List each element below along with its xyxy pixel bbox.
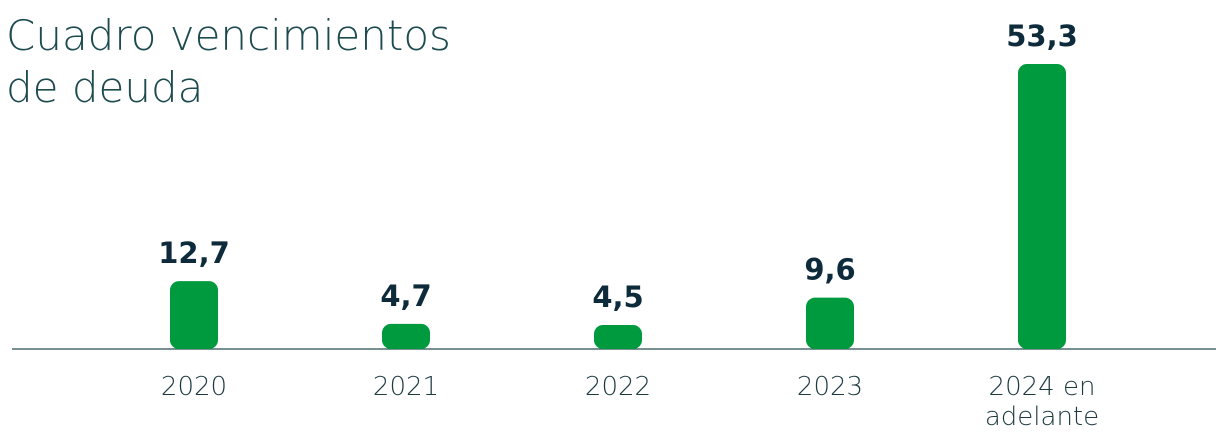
bar <box>1018 64 1066 349</box>
value-label: 4,5 <box>592 280 643 314</box>
x-tick-label: 2020 <box>160 372 228 402</box>
chart-title: Cuadro vencimientos de deuda <box>6 11 451 112</box>
bar <box>594 324 642 349</box>
bar <box>170 281 218 349</box>
x-tick-label: 2022 <box>584 372 652 402</box>
value-label: 12,7 <box>158 236 230 270</box>
bar <box>806 297 854 349</box>
bar <box>382 323 430 349</box>
x-tick-label: 2023 <box>796 372 864 402</box>
x-tick-label: 2024 en adelante <box>984 372 1100 432</box>
value-label: 4,7 <box>380 279 431 313</box>
value-label: 53,3 <box>1006 19 1078 53</box>
value-label: 9,6 <box>804 253 855 287</box>
x-tick-label: 2021 <box>372 372 440 402</box>
